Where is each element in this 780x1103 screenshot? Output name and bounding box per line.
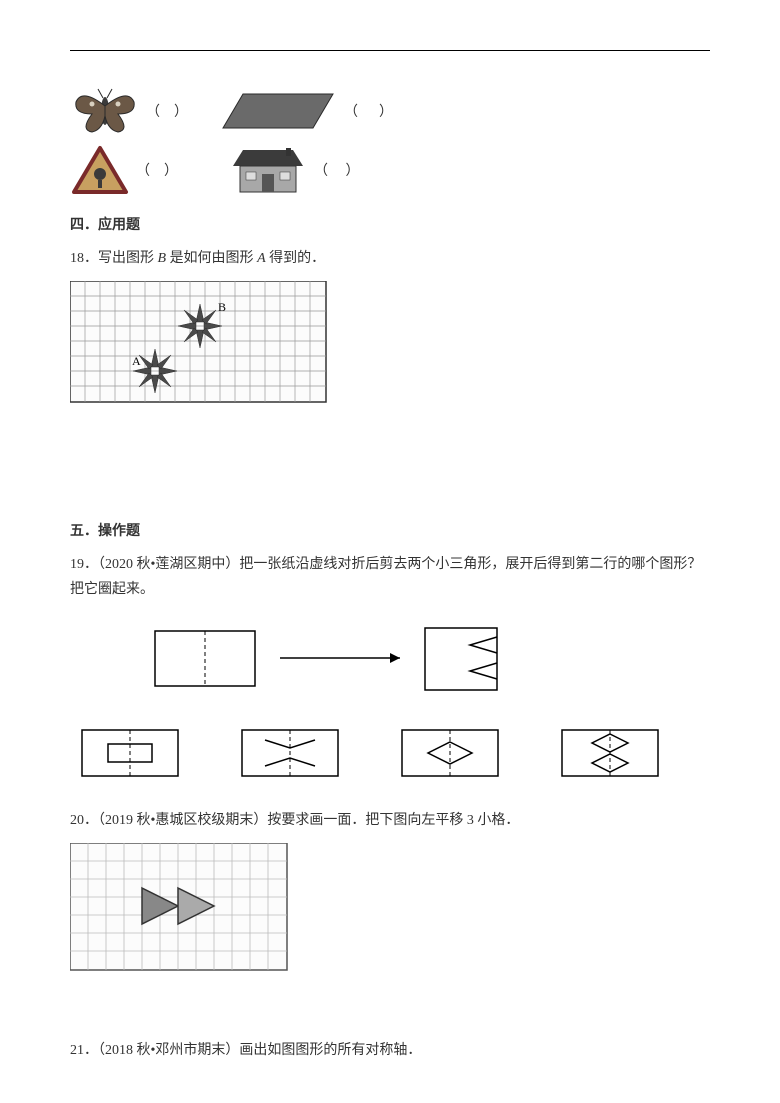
q18-num: 18． [70,251,98,266]
q18-text: 写出图形 B 是如何由图形 A 得到的． [98,251,325,266]
house-paren: （ ） [314,160,360,180]
butterfly-item: （ ） [70,86,188,136]
q21-source: （2018 秋•邓州市期末） [98,1043,239,1058]
parallelogram-icon [218,86,338,136]
q19-option-c-icon [400,728,500,778]
q19-option-a-icon [80,728,180,778]
question-21: 21．（2018 秋•邓州市期末）画出如图图形的所有对称轴． [70,1038,710,1063]
q21-text: 画出如图图形的所有对称轴． [239,1043,421,1058]
q20-num: 20． [70,813,98,828]
q19-option-d-icon [560,728,660,778]
triangle-paren: （ ） [136,160,178,180]
leaf-a-label: A [132,354,141,368]
q20-figure [70,843,710,978]
section-5-title: 五．操作题 [70,520,710,540]
q18-figure: A B [70,281,710,412]
house-item: （ ） [228,144,360,196]
top-rule [70,50,710,51]
q20-grid-icon [70,843,290,973]
q20-source: （2019 秋•惠城区校级期末） [98,813,267,828]
leaf-b-label: B [218,300,226,314]
q20-text: 按要求画一面．把下图向左平移 3 小格． [267,813,519,828]
parallelogram-paren: （ ） [344,101,393,121]
q19-fold-arrow-icon [150,623,510,693]
image-row-2: （ ） （ ） [70,144,710,196]
q19-options-row [80,728,710,778]
q21-num: 21． [70,1043,98,1058]
image-row-1: （ ） （ ） [70,86,710,136]
question-20: 20．（2019 秋•惠城区校级期末）按要求画一面．把下图向左平移 3 小格． [70,808,710,833]
q19-num: 19． [70,557,98,572]
butterfly-paren: （ ） [146,101,188,121]
triangle-sign-icon [70,144,130,196]
q19-option-b-icon [240,728,340,778]
q18-grid-icon: A B [70,281,330,407]
section-4-title: 四．应用题 [70,214,710,234]
q19-figure-top [150,623,710,698]
butterfly-icon [70,86,140,136]
house-icon [228,144,308,196]
question-19: 19．（2020 秋•莲湖区期中）把一张纸沿虚线对折后剪去两个小三角形，展开后得… [70,552,710,602]
triangle-item: （ ） [70,144,178,196]
question-18: 18．写出图形 B 是如何由图形 A 得到的． [70,246,710,271]
q19-source: （2020 秋•莲湖区期中） [98,557,239,572]
parallelogram-item: （ ） [218,86,393,136]
